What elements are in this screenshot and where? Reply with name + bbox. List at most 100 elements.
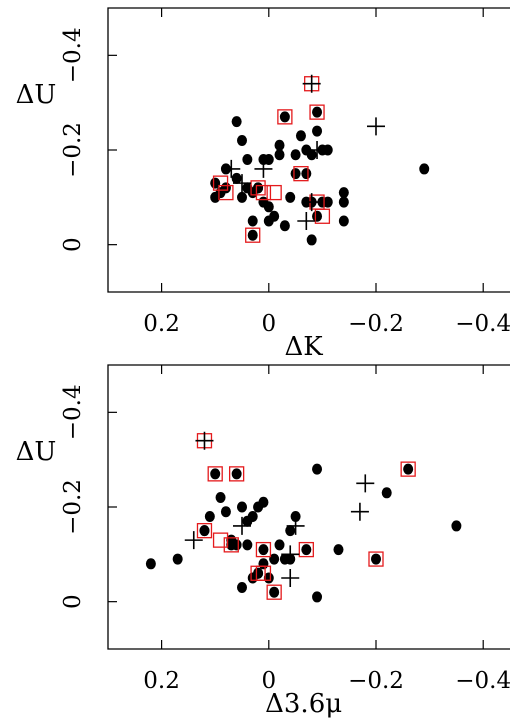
data-point [210, 468, 221, 480]
highlight-box [255, 541, 272, 558]
data-point [199, 525, 210, 537]
data-point [285, 525, 296, 537]
data-point [247, 215, 258, 227]
data-point [231, 468, 242, 480]
y-tick-label: −0.4 [60, 384, 86, 440]
data-point [290, 168, 301, 180]
highlight-box [309, 104, 325, 120]
y-axis-label: ΔU [16, 437, 57, 467]
data-point [274, 139, 285, 151]
data-point [338, 187, 349, 199]
data-point [258, 153, 269, 165]
data-point [204, 510, 215, 522]
data-point [301, 544, 312, 556]
highlight-box [245, 227, 261, 243]
data-point [231, 172, 242, 184]
highlight-box [250, 180, 266, 196]
x-tick-label: 0.2 [143, 668, 180, 694]
data-point [237, 501, 247, 513]
data-point [258, 544, 269, 556]
plus-marker [195, 431, 214, 450]
data-point [242, 182, 253, 194]
x-tick-label: −0.2 [348, 668, 404, 694]
y-tick-label: −0.4 [60, 27, 86, 83]
highlight-box [298, 541, 314, 558]
data-point [253, 567, 264, 579]
plus-marker [286, 516, 305, 535]
data-point [295, 130, 306, 142]
data-point [242, 153, 253, 165]
x-tick-label: 0.2 [143, 311, 180, 337]
data-point [312, 125, 323, 137]
plus-marker [254, 159, 273, 178]
highlight-box [207, 466, 223, 482]
plus-marker [233, 174, 251, 193]
data-point [451, 520, 462, 532]
data-point [258, 558, 269, 570]
data-point [317, 196, 328, 208]
data-point [279, 111, 290, 123]
plus-marker [302, 193, 321, 212]
plus-marker [302, 74, 321, 93]
data-point [338, 196, 349, 208]
data-point [220, 506, 231, 518]
plus-marker [184, 531, 203, 550]
y-tick-label: −0.2 [60, 479, 86, 535]
x-tick-label: 0 [261, 668, 276, 694]
highlight-box [218, 184, 234, 201]
x-tick-label: −0.4 [455, 668, 510, 694]
data-point [172, 553, 183, 565]
data-point [269, 553, 280, 565]
data-point [269, 586, 280, 598]
data-point [301, 168, 312, 180]
x-tick-label: 0 [261, 311, 276, 337]
x-tick-label: −0.4 [455, 311, 510, 337]
data-point [226, 539, 237, 551]
data-point [403, 463, 414, 475]
y-tick-label: 0 [60, 594, 86, 609]
data-point [237, 135, 247, 147]
plus-marker [297, 212, 316, 230]
plus-marker [356, 474, 375, 493]
data-point [237, 581, 247, 593]
axes-frame [107, 364, 510, 650]
plus-marker [350, 502, 369, 521]
highlight-box [255, 184, 272, 201]
data-point [301, 144, 312, 156]
plus-marker [367, 117, 385, 136]
highlight-box [228, 466, 245, 482]
highlight-box [266, 184, 282, 201]
data-point [290, 510, 301, 522]
plus-marker [233, 516, 251, 535]
data-point [247, 229, 258, 241]
highlight-box [196, 523, 213, 539]
data-point [285, 191, 296, 203]
data-point [210, 177, 221, 189]
data-point [371, 553, 381, 565]
y-tick-label: −0.2 [60, 122, 86, 178]
data-point [338, 215, 349, 227]
data-point [279, 553, 290, 565]
data-point [263, 215, 274, 227]
highlight-box [223, 537, 239, 553]
highlight-box [266, 584, 282, 600]
plus-marker [308, 141, 327, 159]
highlight-box [293, 166, 309, 182]
highlight-box [400, 461, 416, 477]
highlight-box [368, 551, 384, 567]
plus-marker [281, 545, 300, 564]
data-point [215, 492, 226, 504]
highlight-box [250, 565, 266, 581]
x-axis-label: ΔK [285, 332, 324, 362]
x-tick-label: −0.2 [348, 311, 404, 337]
data-point [419, 163, 430, 175]
data-point [210, 191, 221, 203]
top-panel-dK-vs-dU: 0.2 0 −0.2 −0.4 0 −0.2 −0.4 ΔK ΔU [16, 7, 510, 362]
data-point [242, 539, 253, 551]
data-point [333, 544, 344, 556]
x-axis-label: Δ3.6μ [265, 689, 342, 718]
y-axis-label: ΔU [16, 80, 57, 110]
data-point [279, 220, 290, 232]
data-point [231, 116, 242, 128]
